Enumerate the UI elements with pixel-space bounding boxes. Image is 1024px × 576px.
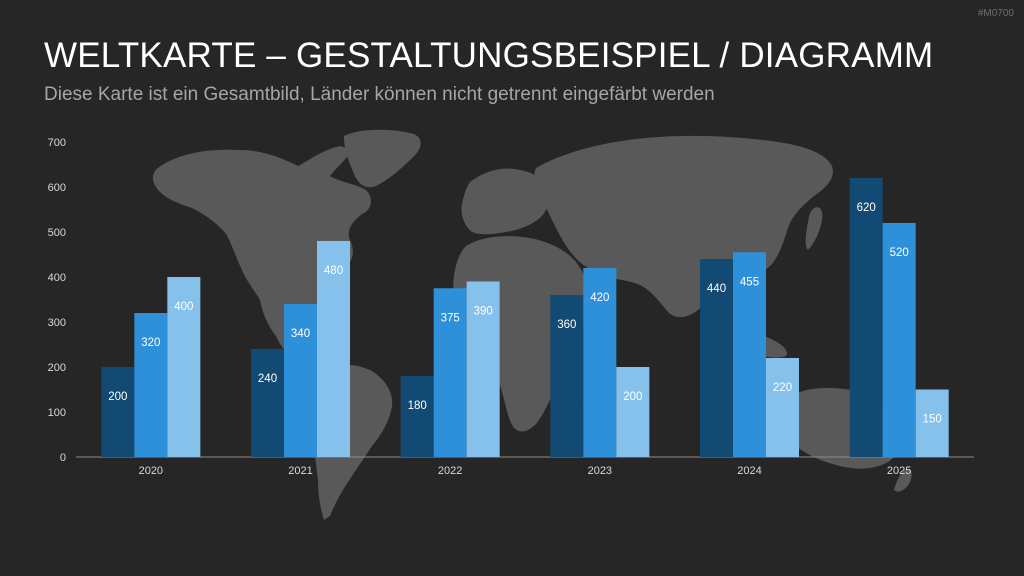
bar bbox=[317, 241, 350, 457]
bar bbox=[433, 288, 467, 457]
data-label: 620 bbox=[857, 202, 876, 214]
x-tick-label: 2020 bbox=[139, 465, 163, 477]
x-tick-label: 2023 bbox=[588, 465, 612, 477]
bar bbox=[766, 358, 799, 457]
chart-axes: 0 100 200 300 400 500 600 700 2020 2021 2022 2023 20… bbox=[48, 137, 974, 477]
map-europe bbox=[461, 168, 549, 235]
data-label: 200 bbox=[623, 391, 642, 403]
data-label: 340 bbox=[291, 328, 310, 340]
bar bbox=[915, 389, 949, 457]
data-label: 375 bbox=[441, 312, 460, 324]
x-tick-label: 2022 bbox=[438, 465, 462, 477]
x-tick-label: 2021 bbox=[288, 465, 312, 477]
y-tick-label: 0 bbox=[60, 452, 66, 464]
bar bbox=[550, 295, 584, 457]
y-tick-label: 200 bbox=[48, 362, 66, 374]
data-label: 150 bbox=[923, 414, 942, 426]
slide-title: WELTKARTE – GESTALTUNGSBEISPIEL / DIAGRA… bbox=[44, 36, 934, 75]
y-tick-label: 400 bbox=[48, 272, 66, 284]
bar bbox=[167, 277, 201, 457]
data-label: 440 bbox=[707, 283, 726, 295]
bar bbox=[134, 313, 168, 457]
data-label: 400 bbox=[174, 301, 193, 313]
chart-bars bbox=[101, 178, 949, 457]
data-label: 320 bbox=[141, 337, 160, 349]
y-tick-label: 500 bbox=[48, 227, 66, 239]
y-tick-label: 700 bbox=[48, 137, 66, 149]
bar bbox=[400, 376, 434, 457]
data-label: 480 bbox=[324, 265, 343, 277]
world-map-image bbox=[152, 129, 912, 520]
bar bbox=[733, 252, 766, 457]
bar bbox=[583, 268, 617, 457]
bar bbox=[466, 281, 500, 457]
data-label: 420 bbox=[590, 292, 609, 304]
x-tick-label: 2024 bbox=[737, 465, 761, 477]
bar bbox=[700, 259, 733, 457]
x-tick-label: 2025 bbox=[887, 465, 911, 477]
bar bbox=[284, 304, 317, 457]
y-tick-label: 300 bbox=[48, 317, 66, 329]
map-north-america bbox=[152, 146, 371, 377]
data-label: 220 bbox=[773, 382, 792, 394]
data-label: 240 bbox=[258, 373, 277, 385]
data-label: 455 bbox=[740, 276, 759, 288]
slide-subtitle: Diese Karte ist ein Gesamtbild, Länder k… bbox=[44, 84, 715, 105]
bar bbox=[251, 349, 284, 457]
bar bbox=[849, 178, 883, 457]
map-japan bbox=[805, 207, 823, 250]
slide-id: #M0700 bbox=[977, 8, 1014, 19]
map-new-zealand bbox=[894, 468, 912, 492]
chart-data-labels: 200 320 400 240 340 480 180 375 390 360 420 200 440 4… bbox=[108, 202, 942, 426]
data-label: 390 bbox=[474, 306, 493, 318]
y-tick-label: 600 bbox=[48, 182, 66, 194]
bar bbox=[616, 367, 650, 457]
data-label: 520 bbox=[890, 247, 909, 259]
data-label: 200 bbox=[108, 391, 127, 403]
data-label: 360 bbox=[557, 319, 576, 331]
data-label: 180 bbox=[408, 400, 427, 412]
bar bbox=[101, 367, 135, 457]
map-greenland bbox=[344, 129, 421, 188]
y-tick-label: 100 bbox=[48, 407, 66, 419]
bar bbox=[882, 223, 916, 457]
